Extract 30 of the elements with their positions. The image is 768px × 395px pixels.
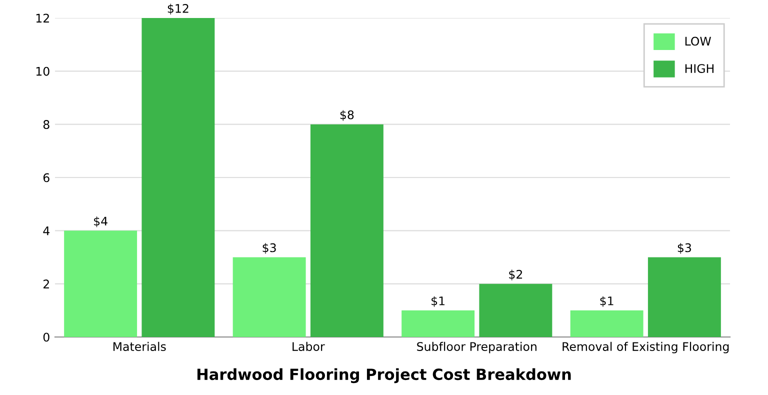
y-tick-label: 10	[36, 66, 50, 76]
legend-label: HIGH	[685, 64, 714, 74]
x-tick-label: Removal of Existing Flooring	[562, 342, 729, 354]
bar	[570, 310, 644, 337]
y-tick-label: 2	[43, 280, 49, 288]
bar	[479, 284, 552, 337]
bar	[648, 257, 721, 337]
y-tick-label: 0	[43, 332, 50, 342]
x-tick-label: Subfloor Preparation	[417, 342, 536, 354]
bar	[402, 310, 475, 337]
y-tick-label: 4	[43, 226, 50, 236]
data-label: $8	[340, 110, 354, 121]
x-tick-label: Materials	[113, 342, 166, 351]
bar	[142, 18, 215, 337]
data-label: $1	[432, 296, 444, 307]
data-label: $12	[168, 4, 188, 15]
data-label: $3	[678, 243, 691, 254]
data-label: $3	[262, 243, 276, 254]
y-tick-label: 8	[43, 120, 50, 129]
bar	[232, 257, 306, 337]
data-label: $4	[94, 216, 108, 228]
y-tick-label: 12	[36, 14, 49, 22]
bar	[64, 230, 138, 337]
text: Hardwood Flooring Project Cost Breakdown	[197, 368, 571, 384]
x-tick-label: Labor	[292, 342, 325, 351]
data-label: $2	[509, 270, 522, 280]
legend-label: LOW	[685, 36, 711, 46]
y-tick-label: 6	[43, 173, 50, 182]
data-label: $1	[600, 296, 614, 307]
bar	[310, 124, 384, 337]
